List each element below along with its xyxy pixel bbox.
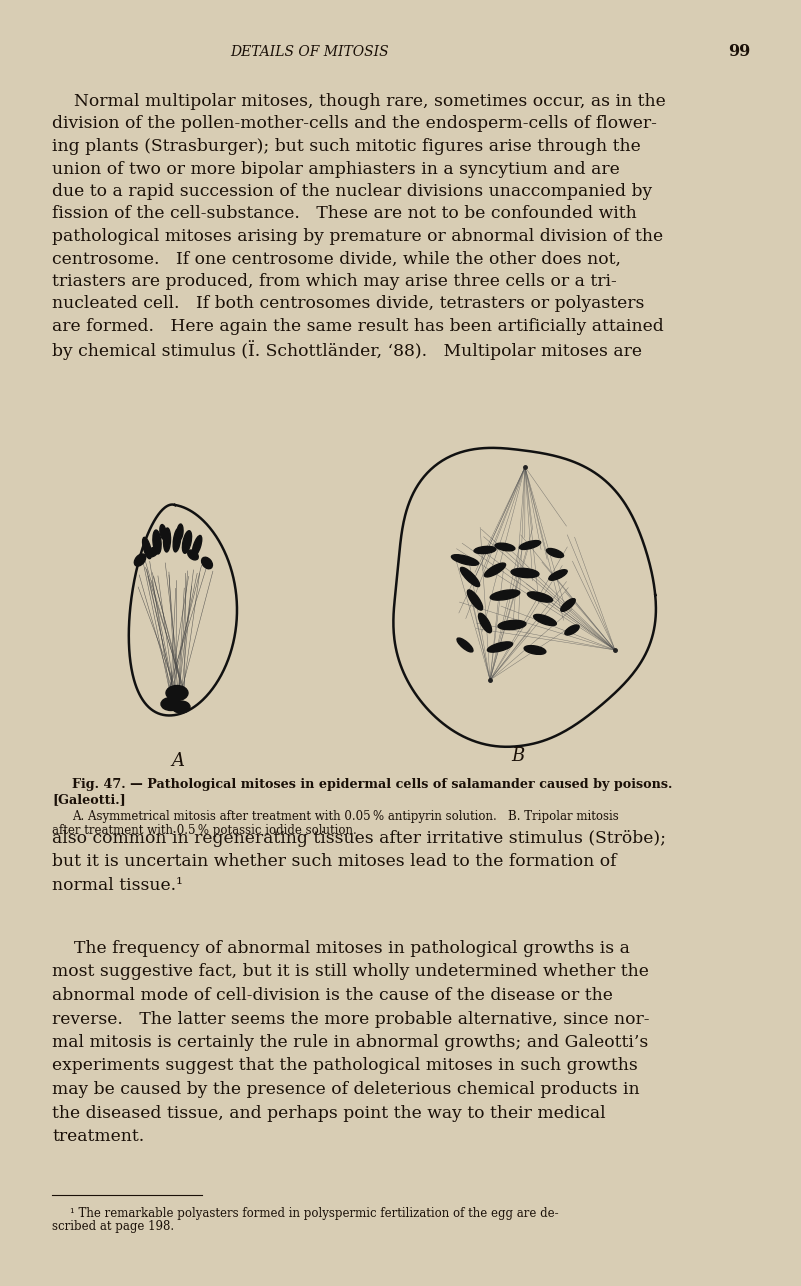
- Text: A: A: [171, 752, 184, 770]
- Ellipse shape: [478, 613, 492, 633]
- Text: centrosome.   If one centrosome divide, while the other does not,: centrosome. If one centrosome divide, wh…: [52, 251, 621, 267]
- Ellipse shape: [143, 538, 151, 558]
- Ellipse shape: [546, 549, 564, 558]
- Ellipse shape: [485, 563, 505, 577]
- Ellipse shape: [452, 554, 478, 566]
- Text: by chemical stimulus (Ï. Schottländer, ‘88).   Multipolar mitoses are: by chemical stimulus (Ï. Schottländer, ‘…: [52, 341, 642, 360]
- FancyBboxPatch shape: [47, 455, 757, 765]
- Ellipse shape: [561, 598, 575, 611]
- Ellipse shape: [161, 697, 181, 710]
- Text: division of the pollen-mother-cells and the endosperm-cells of flower-: division of the pollen-mother-cells and …: [52, 116, 657, 132]
- Text: also common in regenerating tissues after irritative stimulus (Ströbe);: also common in regenerating tissues afte…: [52, 829, 666, 847]
- Ellipse shape: [173, 529, 181, 552]
- Ellipse shape: [533, 615, 557, 625]
- Text: are formed.   Here again the same result has been artificially attained: are formed. Here again the same result h…: [52, 318, 664, 334]
- Text: nucleated cell.   If both centrosomes divide, tetrasters or polyasters: nucleated cell. If both centrosomes divi…: [52, 296, 644, 312]
- Text: DETAILS OF MITOSIS: DETAILS OF MITOSIS: [231, 45, 389, 59]
- Text: The frequency of abnormal mitoses in pathological growths is a: The frequency of abnormal mitoses in pat…: [52, 940, 630, 957]
- Ellipse shape: [467, 590, 483, 610]
- Text: A. Asymmetrical mitosis after treatment with 0.05 % antipyrin solution.   B. Tri: A. Asymmetrical mitosis after treatment …: [72, 810, 618, 823]
- Ellipse shape: [524, 646, 545, 655]
- Ellipse shape: [549, 570, 567, 580]
- Ellipse shape: [495, 543, 515, 550]
- Ellipse shape: [192, 535, 202, 557]
- Text: scribed at page 198.: scribed at page 198.: [52, 1220, 174, 1233]
- Ellipse shape: [153, 530, 161, 554]
- Text: fission of the cell-substance.   These are not to be confounded with: fission of the cell-substance. These are…: [52, 206, 637, 222]
- Text: but it is uncertain whether such mitoses lead to the formation of: but it is uncertain whether such mitoses…: [52, 854, 617, 871]
- Ellipse shape: [498, 620, 526, 630]
- Text: may be caused by the presence of deleterious chemical products in: may be caused by the presence of deleter…: [52, 1082, 640, 1098]
- Text: triasters are produced, from which may arise three cells or a tri-: triasters are produced, from which may a…: [52, 273, 617, 291]
- Text: mal mitosis is certainly the rule in abnormal growths; and Galeotti’s: mal mitosis is certainly the rule in abn…: [52, 1034, 648, 1051]
- Text: most suggestive fact, but it is still wholly undetermined whether the: most suggestive fact, but it is still wh…: [52, 963, 649, 980]
- Ellipse shape: [187, 550, 199, 559]
- Ellipse shape: [166, 685, 188, 701]
- Ellipse shape: [490, 590, 520, 601]
- Ellipse shape: [172, 701, 190, 712]
- Text: [Galeotti.]: [Galeotti.]: [52, 793, 126, 806]
- Text: reverse.   The latter seems the more probable alternative, since nor-: reverse. The latter seems the more proba…: [52, 1011, 650, 1028]
- Text: 99: 99: [728, 44, 750, 60]
- Text: pathological mitoses arising by premature or abnormal division of the: pathological mitoses arising by prematur…: [52, 228, 663, 246]
- Text: ing plants (Strasburger); but such mitotic figures arise through the: ing plants (Strasburger); but such mitot…: [52, 138, 641, 156]
- Ellipse shape: [565, 625, 579, 635]
- Text: after treatment with 0.5 % potassic iodide solution.: after treatment with 0.5 % potassic iodi…: [52, 824, 356, 837]
- Ellipse shape: [183, 531, 191, 553]
- Ellipse shape: [511, 568, 539, 577]
- Ellipse shape: [163, 529, 171, 552]
- Text: Fig. 47. — Pathological mitoses in epidermal cells of salamander caused by poiso: Fig. 47. — Pathological mitoses in epide…: [72, 778, 672, 791]
- Text: treatment.: treatment.: [52, 1128, 144, 1145]
- Text: B: B: [511, 747, 525, 765]
- Text: experiments suggest that the pathological mitoses in such growths: experiments suggest that the pathologica…: [52, 1057, 638, 1075]
- Text: Normal multipolar mitoses, though rare, sometimes occur, as in the: Normal multipolar mitoses, though rare, …: [52, 93, 666, 111]
- Ellipse shape: [147, 547, 159, 557]
- Text: normal tissue.¹: normal tissue.¹: [52, 877, 183, 894]
- Text: the diseased tissue, and perhaps point the way to their medical: the diseased tissue, and perhaps point t…: [52, 1105, 606, 1121]
- Text: union of two or more bipolar amphiasters in a syncytium and are: union of two or more bipolar amphiasters…: [52, 161, 620, 177]
- Ellipse shape: [177, 523, 183, 540]
- Ellipse shape: [474, 547, 496, 553]
- Ellipse shape: [160, 525, 166, 539]
- Ellipse shape: [461, 567, 480, 586]
- Ellipse shape: [527, 592, 553, 602]
- Text: abnormal mode of cell-division is the cause of the disease or the: abnormal mode of cell-division is the ca…: [52, 986, 613, 1004]
- Text: ¹ The remarkable polyasters formed in polyspermic fertilization of the egg are d: ¹ The remarkable polyasters formed in po…: [70, 1208, 558, 1220]
- Ellipse shape: [487, 642, 513, 652]
- Ellipse shape: [519, 540, 541, 549]
- Text: due to a rapid succession of the nuclear divisions unaccompanied by: due to a rapid succession of the nuclear…: [52, 183, 652, 201]
- Ellipse shape: [202, 557, 212, 568]
- Ellipse shape: [135, 554, 146, 566]
- Ellipse shape: [457, 638, 473, 652]
